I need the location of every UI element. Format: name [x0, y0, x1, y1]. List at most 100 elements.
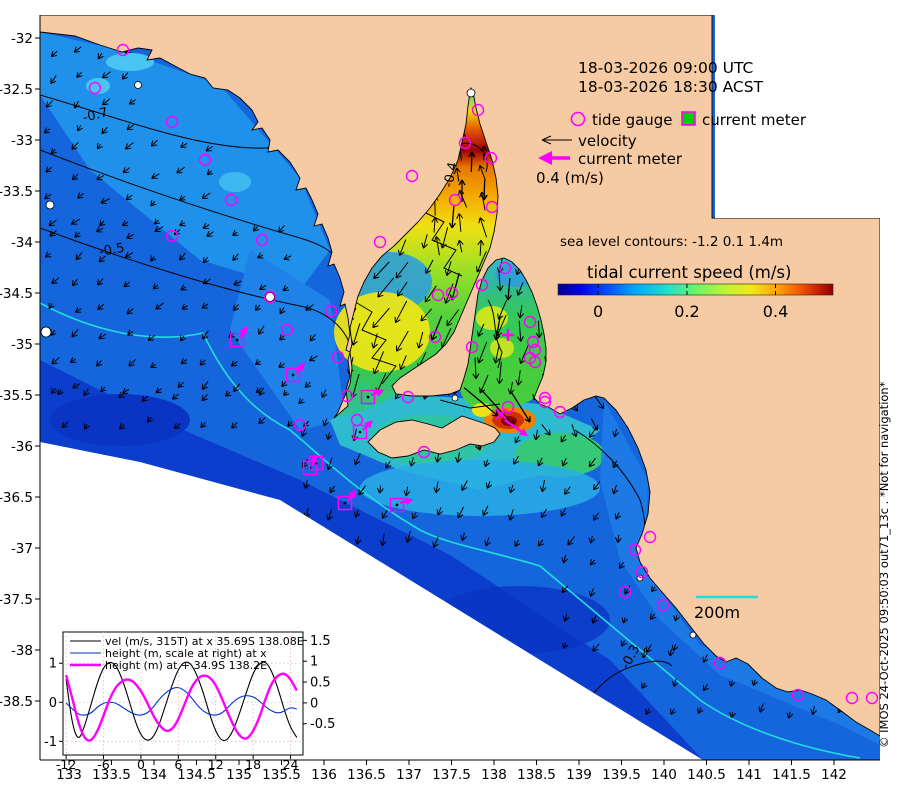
tide-gauge-marker — [88, 81, 102, 95]
tide-gauge-marker — [224, 193, 238, 207]
tide-gauge-marker — [445, 286, 459, 300]
tide-gauge-marker — [405, 169, 419, 183]
contour-label: -0.4 — [441, 161, 461, 189]
tide-gauge-marker — [198, 153, 212, 167]
current-meter-dot — [366, 395, 370, 399]
inset-plot-box — [62, 631, 304, 756]
velocity-arrow — [150, 362, 157, 369]
velocity-arrow — [121, 72, 129, 80]
inset-legend-label: height (m) at + 34.9S 138.2E — [105, 659, 267, 672]
velocity-arrow — [496, 273, 504, 292]
velocity-arrow — [100, 197, 111, 204]
velocity-arrow — [535, 320, 543, 339]
station-markers — [495, 329, 514, 420]
velocity-arrow — [641, 682, 648, 689]
velocity-arrow — [484, 537, 491, 547]
velocity-arrow — [649, 613, 656, 620]
velocity-arrow — [702, 683, 709, 692]
inset-legend-label: height (m, scale at right) at x — [105, 647, 267, 660]
velocity-arrow — [147, 334, 156, 341]
small-islands — [40, 81, 697, 639]
x-tick-label: 134 — [141, 767, 167, 783]
utc-time-label: 18-03-2026 09:00 UTC — [578, 59, 753, 77]
velocity-arrow — [593, 512, 599, 521]
tide-gauge-marker — [713, 656, 727, 670]
velocity-arrow — [173, 422, 181, 430]
velocity-arrow — [98, 333, 107, 340]
velocity-arrow — [71, 328, 79, 338]
tide-gauge-marker — [656, 598, 670, 612]
velocity-arrow — [233, 279, 242, 286]
current-meter-arrow — [362, 420, 373, 431]
tide-gauge-marker — [501, 400, 515, 414]
velocity-arrow — [230, 360, 238, 367]
inset-series-line — [65, 686, 297, 716]
velocity-arrow — [76, 125, 83, 132]
velocity-arrow — [233, 303, 240, 312]
x-tick-label: 138.5 — [517, 767, 556, 783]
velocity-arrow — [329, 485, 336, 494]
velocity-arrow — [354, 536, 362, 545]
velocity-arrow — [430, 315, 443, 341]
velocity-arrow — [483, 459, 491, 467]
velocity-arrow — [202, 330, 209, 340]
velocity-arrow — [61, 421, 69, 429]
velocity-arrow — [541, 424, 551, 436]
velocity-arrow — [485, 481, 493, 489]
velocity-arrow — [398, 239, 407, 256]
tide-gauge-marker — [448, 193, 462, 207]
velocity-arrow — [514, 436, 521, 444]
velocity-arrow — [594, 396, 605, 410]
tide-gauge-marker — [401, 390, 415, 404]
inset-y2-tick-label: -0.5 — [310, 717, 335, 732]
tide-gauge-marker — [643, 530, 657, 544]
current-meter-dot — [235, 338, 239, 342]
velocity-arrow — [102, 98, 111, 106]
velocity-arrow — [73, 46, 82, 53]
y-tick-label: -34 — [11, 235, 33, 251]
velocity-arrow — [201, 393, 209, 402]
velocity-arrow — [300, 427, 308, 437]
current-meter-dot — [395, 503, 399, 507]
velocity-arrow — [128, 98, 136, 105]
velocity-arrow — [381, 509, 388, 519]
velocity-arrow — [83, 388, 90, 397]
velocity-arrow — [51, 357, 60, 365]
current-meter-arrow — [238, 325, 247, 339]
velocity-arrow — [279, 334, 286, 341]
velocity-arrow — [259, 284, 267, 291]
velocity-arrow — [517, 305, 524, 319]
y-tick-label: -38 — [11, 643, 33, 659]
velocity-arrow — [146, 416, 153, 423]
velocity-arrow — [283, 389, 290, 397]
inset-x-tick-label: -6 — [97, 757, 110, 772]
velocity-arrow — [480, 145, 488, 161]
velocity-arrow — [513, 455, 520, 465]
colorbar-tick-label: 0.4 — [763, 302, 788, 321]
velocity-arrow — [411, 512, 418, 520]
velocity-arrow — [278, 225, 285, 233]
colorbar-ticks: 0 0.2 0.4 — [593, 284, 788, 321]
velocity-arrow — [591, 614, 598, 624]
x-tick-label: 139.5 — [602, 767, 641, 783]
velocity-arrow — [508, 484, 516, 494]
current-meter-marker — [229, 332, 245, 348]
velocity-arrow — [101, 71, 111, 79]
velocity-arrow — [141, 395, 149, 402]
velocity-arrow — [128, 358, 137, 367]
colorbar — [557, 283, 834, 296]
velocity-arrow — [97, 53, 104, 60]
velocity-arrow — [810, 706, 817, 715]
x-tick-label: 137.5 — [432, 767, 471, 783]
watermark-text: © IMOS 24-Oct-2025 09:50:03 out71_13c . … — [877, 381, 891, 748]
velocity-arrow — [258, 325, 265, 335]
velocity-arrow — [420, 308, 433, 322]
x-tick-label: 134.5 — [177, 767, 216, 783]
inset-series-line — [64, 672, 298, 742]
velocity-arrow — [454, 167, 461, 182]
velocity-arrow — [180, 358, 188, 365]
y-tick-label: -36.5 — [0, 490, 33, 506]
velocity-arrow — [444, 261, 452, 276]
velocity-arrow — [416, 331, 424, 349]
velocity-arrow — [154, 226, 164, 232]
